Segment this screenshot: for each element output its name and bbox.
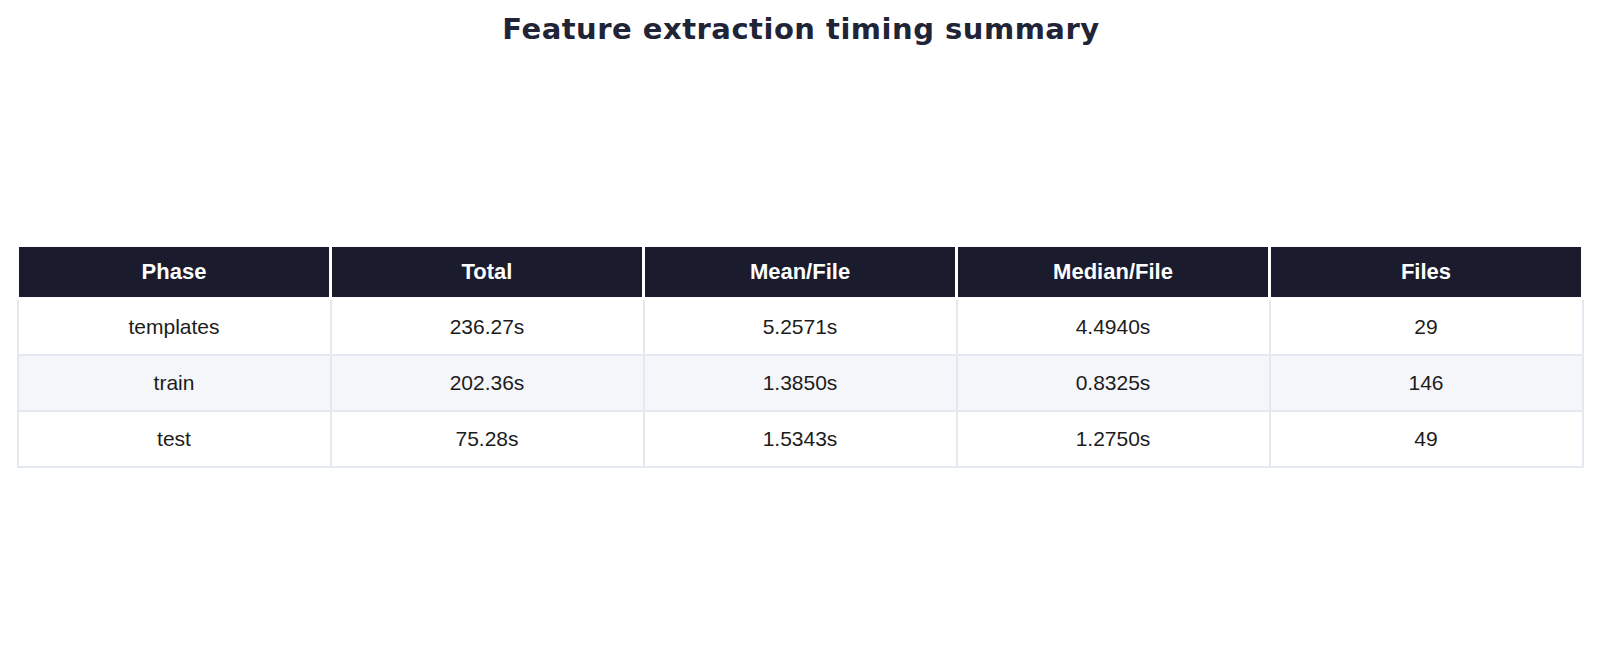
page: Feature extraction timing summary Phase … <box>0 0 1602 666</box>
cell-total: 202.36s <box>331 355 644 411</box>
cell-files: 146 <box>1270 355 1583 411</box>
cell-mean-file: 5.2571s <box>644 299 957 356</box>
cell-files: 29 <box>1270 299 1583 356</box>
cell-total: 75.28s <box>331 411 644 467</box>
table-row: train 202.36s 1.3850s 0.8325s 146 <box>18 355 1583 411</box>
cell-total: 236.27s <box>331 299 644 356</box>
column-header-mean-file: Mean/File <box>644 246 957 299</box>
table-header: Phase Total Mean/File Median/File Files <box>18 246 1583 299</box>
timing-summary-table: Phase Total Mean/File Median/File Files … <box>16 244 1584 468</box>
cell-median-file: 4.4940s <box>957 299 1270 356</box>
cell-median-file: 1.2750s <box>957 411 1270 467</box>
column-header-phase: Phase <box>18 246 331 299</box>
column-header-median-file: Median/File <box>957 246 1270 299</box>
cell-files: 49 <box>1270 411 1583 467</box>
page-title: Feature extraction timing summary <box>0 12 1602 46</box>
table-body: templates 236.27s 5.2571s 4.4940s 29 tra… <box>18 299 1583 468</box>
column-header-total: Total <box>331 246 644 299</box>
cell-mean-file: 1.5343s <box>644 411 957 467</box>
column-header-files: Files <box>1270 246 1583 299</box>
table-row: test 75.28s 1.5343s 1.2750s 49 <box>18 411 1583 467</box>
table-row: templates 236.27s 5.2571s 4.4940s 29 <box>18 299 1583 356</box>
cell-mean-file: 1.3850s <box>644 355 957 411</box>
cell-median-file: 0.8325s <box>957 355 1270 411</box>
cell-phase: train <box>18 355 331 411</box>
cell-phase: test <box>18 411 331 467</box>
cell-phase: templates <box>18 299 331 356</box>
table-header-row: Phase Total Mean/File Median/File Files <box>18 246 1583 299</box>
